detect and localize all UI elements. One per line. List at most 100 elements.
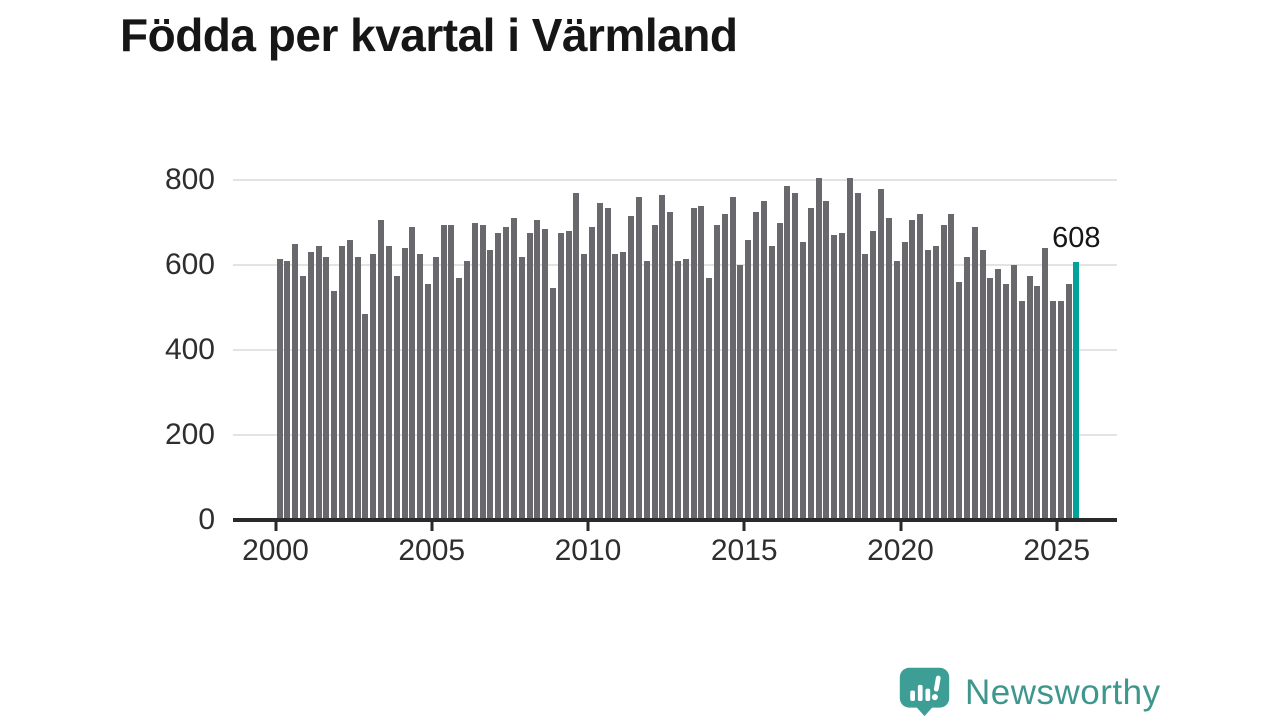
- bar: [604, 207, 611, 520]
- bar: [760, 201, 767, 520]
- bar: [401, 248, 408, 520]
- chart-title: Födda per kvartal i Värmland: [120, 9, 738, 61]
- x-tick-mark-2010: [586, 522, 590, 531]
- bar: [518, 256, 525, 520]
- x-tick-label-2000: 2000: [242, 534, 309, 567]
- bar: [807, 207, 814, 520]
- bar: [682, 258, 689, 520]
- bar: [479, 224, 486, 520]
- x-tick-mark-2020: [899, 522, 902, 531]
- bar: [893, 260, 900, 520]
- bar: [346, 239, 353, 520]
- y-tick-label-400: 400: [164, 333, 215, 366]
- bar: [651, 224, 658, 520]
- bar: [596, 203, 603, 520]
- bar: [956, 282, 963, 520]
- bar: [409, 226, 416, 520]
- bar: [370, 254, 377, 520]
- bar: [557, 233, 564, 520]
- x-tick-label-2020: 2020: [867, 534, 934, 567]
- bar: [448, 224, 455, 520]
- bar: [815, 177, 822, 520]
- bar: [471, 222, 478, 520]
- bar: [667, 211, 674, 520]
- bar: [276, 258, 283, 520]
- bar: [706, 277, 713, 520]
- bar: [385, 245, 392, 520]
- bar: [799, 241, 806, 520]
- bar: [1010, 265, 1017, 520]
- bar: [714, 224, 720, 520]
- bar: [573, 192, 580, 520]
- gridline-800: [233, 179, 1117, 181]
- bar: [510, 218, 517, 520]
- bar: [831, 235, 838, 520]
- bar: [440, 224, 447, 520]
- bar: [870, 231, 877, 520]
- bar: [331, 290, 338, 520]
- bar: [393, 275, 400, 520]
- bar: [690, 207, 697, 520]
- bar: [885, 218, 892, 520]
- x-tick-mark-2015: [742, 522, 746, 531]
- x-tick-label-2005: 2005: [398, 534, 466, 567]
- bar: [503, 226, 510, 520]
- bar: [323, 256, 330, 520]
- bar: [753, 211, 760, 520]
- bar: [979, 250, 986, 520]
- bar: [940, 224, 947, 520]
- bar: [948, 214, 955, 520]
- y-tick-label-0: 0: [198, 503, 215, 536]
- bar: [854, 192, 861, 520]
- bar: [659, 194, 666, 520]
- bar: [776, 222, 783, 520]
- bar: [745, 239, 752, 520]
- bar: [549, 288, 556, 520]
- highlight-value-label: 608: [1052, 221, 1101, 254]
- x-tick-label-2025: 2025: [1023, 534, 1091, 567]
- bar: [1034, 286, 1041, 520]
- y-tick-label-200: 200: [164, 418, 215, 451]
- x-tick-mark-2005: [430, 522, 434, 531]
- y-tick-label-600: 600: [164, 248, 215, 281]
- bar: [495, 233, 502, 520]
- bar: [284, 260, 291, 520]
- bar: [901, 241, 908, 520]
- bar: [417, 254, 424, 520]
- bar: [354, 256, 361, 520]
- bar: [378, 220, 385, 520]
- bar: [635, 197, 642, 520]
- bar: [964, 256, 970, 520]
- bar: [1026, 275, 1033, 520]
- bar: [1042, 248, 1049, 520]
- bar: [362, 313, 369, 520]
- bar: [307, 252, 314, 520]
- x-tick-label-2015: 2015: [710, 534, 778, 567]
- bar: [339, 245, 345, 520]
- brand-logo: Newsworthy: [896, 666, 1161, 720]
- bar-highlighted: [1073, 261, 1080, 520]
- bar: [1003, 284, 1010, 520]
- bar-chart-speech-bubble-icon: [896, 665, 953, 720]
- bar: [792, 192, 799, 520]
- bar: [698, 205, 705, 520]
- brand-name: Newsworthy: [965, 673, 1161, 712]
- x-tick-mark-2000: [274, 522, 277, 531]
- bar: [464, 260, 470, 520]
- bar: [846, 177, 853, 520]
- bar: [917, 214, 924, 520]
- bar: [456, 277, 463, 520]
- bar: [721, 214, 728, 520]
- bar: [424, 284, 431, 520]
- bar: [299, 275, 306, 520]
- bar: [729, 197, 736, 520]
- bar: [643, 260, 650, 520]
- bar: [1065, 284, 1072, 520]
- bar: [987, 277, 994, 520]
- bar: [315, 245, 322, 520]
- x-tick-mark-2025: [1055, 522, 1059, 531]
- bar: [487, 250, 494, 520]
- bar: [768, 245, 775, 520]
- bar: [565, 231, 572, 520]
